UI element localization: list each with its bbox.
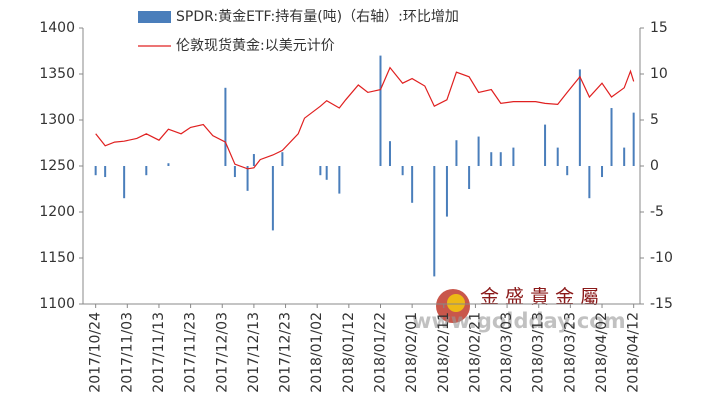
bar bbox=[544, 124, 547, 166]
y-tick-label: 1150 bbox=[39, 250, 75, 266]
y2-tick-label: -15 bbox=[650, 296, 673, 312]
x-tick-label: 2018/03/13 bbox=[531, 312, 547, 393]
watermark-url: www.goldday.com bbox=[412, 309, 626, 333]
y2-tick-label: -10 bbox=[650, 250, 673, 266]
x-tick-label: 2018/01/02 bbox=[309, 312, 325, 393]
watermark-brand: 金 盛 貴 金 屬 bbox=[480, 286, 599, 308]
bar bbox=[632, 112, 635, 166]
bar bbox=[281, 152, 284, 166]
legend-label: 伦敦现货黄金:以美元计价 bbox=[176, 37, 335, 54]
x-tick-label: 2018/04/12 bbox=[626, 312, 642, 393]
bar bbox=[319, 166, 322, 176]
bar bbox=[94, 166, 97, 176]
bar bbox=[411, 166, 414, 203]
y-tick-label: 1200 bbox=[39, 204, 75, 220]
bar bbox=[252, 154, 255, 166]
bar bbox=[167, 163, 170, 166]
x-tick-label: 2017/10/24 bbox=[88, 312, 104, 393]
y-tick-label: 1400 bbox=[39, 20, 75, 36]
y-tick-label: 1350 bbox=[39, 66, 75, 82]
bar bbox=[123, 166, 126, 199]
y2-tick-label: -5 bbox=[650, 204, 664, 220]
x-tick-label: 2017/12/13 bbox=[246, 312, 262, 393]
bar bbox=[490, 152, 493, 166]
bar bbox=[512, 147, 515, 166]
bar bbox=[623, 147, 626, 166]
x-tick-label: 2017/11/23 bbox=[183, 312, 199, 393]
y2-tick-label: 0 bbox=[650, 158, 659, 174]
legend-label: SPDR:黄金ETF:持有量(吨)（右轴）:环比增加 bbox=[176, 8, 459, 25]
bar bbox=[379, 55, 382, 166]
y2-tick-label: 10 bbox=[650, 66, 668, 82]
y-tick-label: 1300 bbox=[39, 112, 75, 128]
bar bbox=[566, 166, 569, 176]
x-tick-label: 2018/04/02 bbox=[594, 312, 610, 393]
bar bbox=[433, 166, 436, 277]
legend-swatch bbox=[138, 11, 171, 23]
bar bbox=[556, 147, 559, 166]
bar bbox=[445, 166, 448, 217]
bar bbox=[588, 166, 591, 199]
x-tick-label: 2018/02/21 bbox=[467, 312, 483, 393]
y2-tick-label: 5 bbox=[650, 112, 659, 128]
x-tick-label: 2018/01/12 bbox=[341, 312, 357, 393]
bar bbox=[468, 166, 471, 189]
x-tick-label: 2018/03/23 bbox=[562, 312, 578, 393]
bar bbox=[224, 87, 227, 166]
bar bbox=[246, 166, 249, 191]
bar bbox=[338, 166, 341, 194]
bar bbox=[477, 136, 480, 166]
bar bbox=[401, 166, 404, 176]
x-tick-label: 2017/12/23 bbox=[278, 312, 294, 393]
y2-tick-label: 15 bbox=[650, 20, 668, 36]
bar bbox=[578, 69, 581, 166]
x-tick-label: 2017/12/03 bbox=[214, 312, 230, 393]
x-tick-label: 2017/11/03 bbox=[119, 312, 135, 393]
x-tick-label: 2018/02/11 bbox=[436, 312, 452, 393]
y-tick-label: 1100 bbox=[39, 296, 75, 312]
x-tick-label: 2017/11/13 bbox=[151, 312, 167, 393]
x-tick-label: 2018/01/22 bbox=[372, 312, 388, 393]
bar bbox=[601, 166, 604, 178]
y-tick-label: 1250 bbox=[39, 158, 75, 174]
bar bbox=[104, 166, 107, 178]
x-tick-label: 2018/02/01 bbox=[404, 312, 420, 393]
bar bbox=[499, 152, 502, 166]
bar bbox=[455, 140, 458, 166]
bar bbox=[610, 108, 613, 166]
bar bbox=[145, 166, 148, 176]
x-tick-label: 2018/03/03 bbox=[499, 312, 515, 393]
bar bbox=[388, 141, 391, 166]
bar bbox=[271, 166, 274, 231]
logo-inner bbox=[447, 294, 465, 312]
bar bbox=[325, 166, 328, 180]
bar bbox=[233, 166, 236, 178]
line bbox=[95, 66, 635, 170]
